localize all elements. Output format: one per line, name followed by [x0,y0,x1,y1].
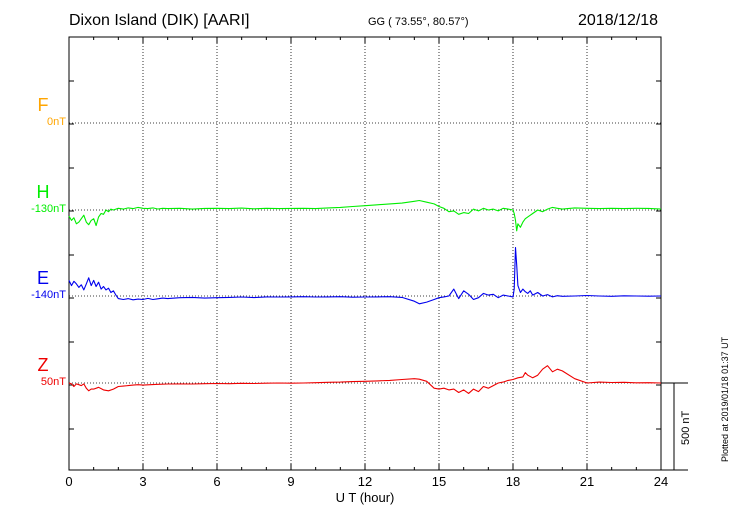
x-axis-title: U T (hour) [336,490,395,505]
x-tick-label: 3 [139,474,146,489]
plot-date: 2018/12/18 [578,12,659,29]
scale-bar [661,382,688,471]
trace-z [68,365,662,394]
x-tick-label: 24 [654,474,668,489]
baseline-label-h: -130nT [31,203,66,215]
component-label-h: H [36,182,50,202]
baseline-label-z: 50nT [40,376,66,388]
x-tick-label: 18 [506,474,520,489]
trace-h [68,199,662,232]
chart-traces [68,199,662,394]
x-tick-label: 0 [65,474,72,489]
scale-bar-label: 500 nT [680,410,692,445]
station-title: Dixon Island (DIK) [AARI] [69,12,250,29]
chart-grid [69,37,661,470]
baseline-label-e: -140nT [31,289,66,301]
x-tick-label: 6 [213,474,220,489]
chart-ticks [68,36,662,470]
plotted-timestamp: Plotted at 2019/01/18 01:37 UT [720,336,730,462]
x-tick-label: 12 [358,474,372,489]
component-label-e: E [36,268,49,288]
x-tick-labels: 0 3 6 9 12 15 18 21 24 [65,474,668,489]
geographic-coords: GG ( 73.55°, 80.57°) [368,16,469,28]
x-tick-label: 15 [432,474,446,489]
x-tick-label: 9 [287,474,294,489]
baseline-label-f: 0nT [47,116,66,128]
x-tick-label: 21 [580,474,594,489]
trace-e [68,247,662,305]
component-label-f: F [37,95,49,115]
component-label-z: Z [37,355,49,375]
